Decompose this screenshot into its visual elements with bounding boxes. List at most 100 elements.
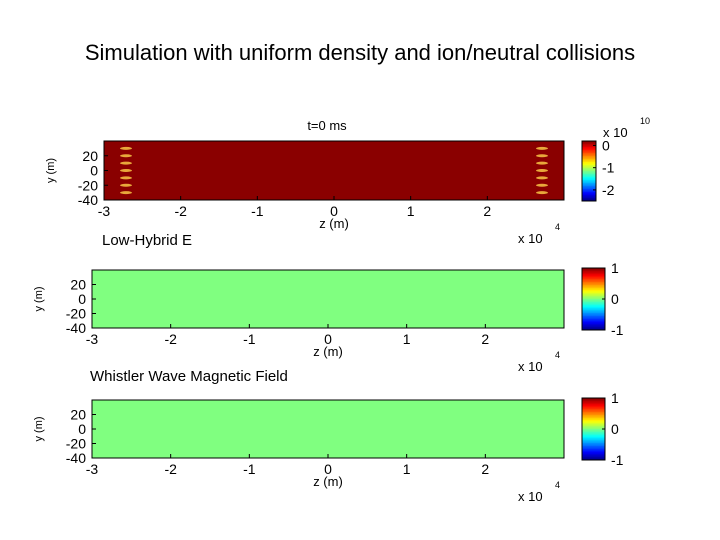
y-axis-label: y (m) (33, 416, 45, 441)
colorbar-cell (582, 320, 605, 323)
colorbar-cell (582, 422, 605, 425)
colorbar-cell (582, 268, 605, 271)
y-tick-label: -40 (78, 192, 98, 208)
colorbar-cell (582, 186, 596, 188)
x-tick-label: 0 (330, 203, 338, 219)
x-tick-label: -1 (251, 203, 264, 219)
colorbar-exponent-label: x 10 (603, 125, 628, 140)
colorbar-cell (582, 442, 605, 445)
stripe-glow-right (536, 154, 548, 158)
heatmap-field (92, 400, 564, 458)
colorbar-cell (582, 401, 605, 404)
colorbar-cell (582, 316, 605, 319)
colorbar-cell (582, 300, 605, 303)
colorbar-cell (582, 159, 596, 161)
stripe-glow-left (120, 161, 132, 165)
colorbar-cell (582, 291, 605, 294)
colorbar-cell (582, 295, 605, 298)
stripe-glow-right (536, 146, 548, 150)
colorbar-cell (582, 175, 596, 178)
stripe-glow-left (120, 191, 132, 195)
colorbar-cell (582, 157, 596, 160)
y-tick-label: 0 (90, 163, 98, 179)
colorbar-cell (582, 432, 605, 435)
colorbar-cell (582, 187, 596, 190)
colorbar-cell (582, 435, 605, 438)
colorbar-cell (582, 198, 596, 200)
colorbar-cell (582, 441, 605, 444)
colorbar-cell (582, 177, 596, 179)
colorbar-cell (582, 169, 596, 172)
colorbar-cell (582, 163, 596, 166)
chart-title: Whistler Wave Magnetic Field (90, 368, 288, 385)
colorbar-cell (582, 446, 605, 449)
colorbar-cell (582, 308, 605, 311)
chart-title: Low-Hybrid E (102, 232, 192, 249)
x-tick-label: -2 (164, 331, 177, 347)
x-tick-label: -1 (243, 461, 256, 477)
colorbar-tick-label: -1 (602, 160, 615, 176)
colorbar-cell (582, 305, 605, 308)
colorbar-cell (582, 283, 605, 286)
colorbar-cell (582, 430, 605, 433)
colorbar-cell (582, 147, 596, 149)
colorbar-cell (582, 294, 605, 297)
colorbar-cell (582, 411, 605, 414)
stripe-glow-right (536, 191, 548, 195)
x-tick-label: -2 (164, 461, 177, 477)
colorbar-cell (582, 145, 596, 148)
colorbar-cell (582, 160, 596, 163)
x-exponent: 4 (555, 222, 560, 232)
x-exponent: 4 (555, 480, 560, 490)
stripe-glow-right (536, 169, 548, 172)
colorbar-cell (582, 195, 596, 197)
x-tick-label: 2 (481, 331, 489, 347)
colorbar-cell (582, 425, 605, 428)
colorbar-cell (582, 189, 596, 191)
x-exponent: 4 (555, 350, 560, 360)
colorbar-cell (582, 184, 596, 187)
colorbar-cell (582, 292, 605, 295)
x-tick-label: -3 (98, 203, 111, 219)
colorbar-tick-label: 0 (611, 421, 619, 437)
colorbar-tick-label: 0 (611, 291, 619, 307)
colorbar-cell (582, 398, 605, 401)
colorbar-cell (582, 419, 605, 422)
stripe-glow-left (120, 176, 132, 180)
x-axis-label: z (m) (313, 474, 343, 489)
colorbar-cell (582, 427, 605, 430)
stripe-glow-left (120, 154, 132, 158)
colorbar-cell (582, 181, 596, 184)
x-tick-label: 0 (324, 331, 332, 347)
colorbar-cell (582, 192, 596, 194)
colorbar-cell (582, 183, 596, 185)
colorbar-cell (582, 154, 596, 157)
colorbar-cell (582, 144, 596, 146)
x-tick-label: 2 (483, 203, 491, 219)
colorbar-cell (582, 178, 596, 181)
y-tick-label: -40 (66, 450, 86, 466)
x-tick-label: -3 (86, 331, 99, 347)
colorbar-cell (582, 408, 605, 411)
colorbar-cell (582, 317, 605, 320)
colorbar-cell (582, 407, 605, 410)
x-tick-label: 1 (403, 461, 411, 477)
colorbar-cell (582, 450, 605, 453)
colorbar-cell (582, 303, 605, 306)
x-tick-label: 1 (407, 203, 415, 219)
y-tick-label: -20 (66, 306, 86, 322)
colorbar-cell (582, 322, 605, 325)
colorbar-cell (582, 424, 605, 427)
colorbar-cell (582, 323, 605, 326)
colorbar-cell (582, 272, 605, 275)
colorbar-cell (582, 168, 596, 170)
colorbar-tick-label: 0 (602, 137, 610, 153)
y-tick-label: 20 (70, 407, 86, 423)
colorbar-cell (582, 421, 605, 424)
colorbar-cell (582, 269, 605, 272)
colorbar-cell (582, 277, 605, 280)
stripe-glow-left (120, 183, 132, 187)
chart-title: t=0 ms (307, 118, 347, 133)
